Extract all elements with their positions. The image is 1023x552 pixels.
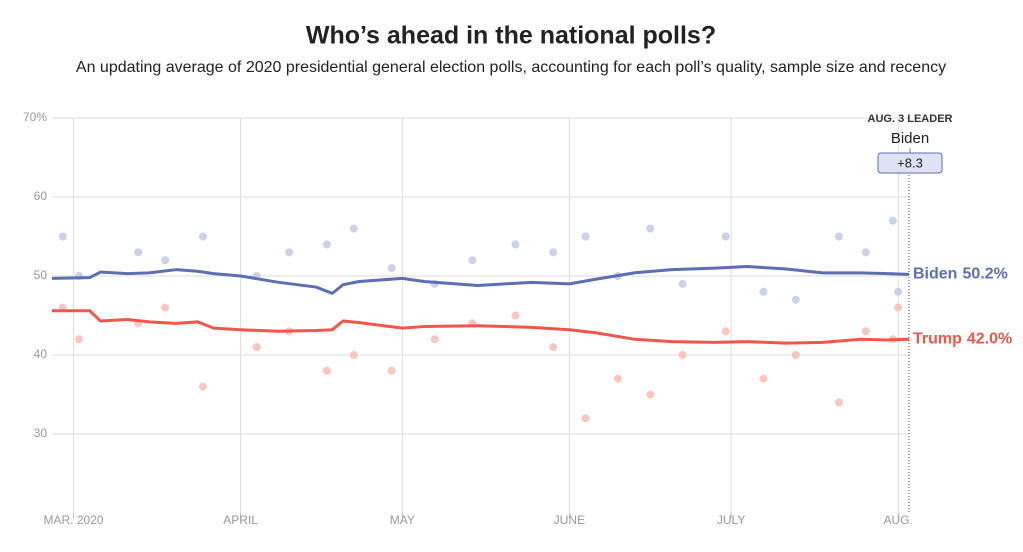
poll-dot bbox=[613, 374, 622, 383]
poll-dot bbox=[861, 248, 870, 257]
end-value-label: 42.0% bbox=[967, 330, 1012, 347]
poll-dot bbox=[349, 351, 358, 359]
poll-dot bbox=[161, 256, 170, 265]
poll-dot bbox=[198, 382, 207, 391]
poll-dot bbox=[581, 232, 590, 241]
poll-dot bbox=[678, 279, 687, 288]
poll-dot bbox=[791, 351, 800, 359]
poll-dot bbox=[646, 390, 655, 399]
poll-dot bbox=[721, 327, 730, 336]
x-tick-label: JUNE bbox=[554, 513, 585, 527]
y-tick-label: 40 bbox=[34, 347, 48, 361]
x-tick-label: APRIL bbox=[223, 513, 258, 527]
poll-dot bbox=[349, 224, 358, 233]
x-tick-label: AUG. bbox=[884, 513, 913, 527]
poll-dot bbox=[549, 248, 558, 257]
poll-dot bbox=[511, 240, 520, 249]
x-tick-label: MAY bbox=[390, 513, 415, 527]
y-tick-label: 70% bbox=[23, 110, 47, 124]
poll-dot bbox=[387, 264, 396, 273]
leader-margin: +8.3 bbox=[897, 155, 923, 170]
average-line bbox=[52, 309, 910, 345]
x-tick-label: JULY bbox=[717, 513, 745, 527]
poll-dot bbox=[511, 311, 520, 320]
poll-dot bbox=[161, 303, 170, 312]
poll-dot bbox=[322, 240, 331, 249]
poll-dot bbox=[721, 232, 730, 241]
y-tick-label: 60 bbox=[34, 189, 48, 203]
poll-dot bbox=[74, 335, 83, 344]
poll-dot bbox=[198, 232, 207, 241]
poll-dot bbox=[759, 374, 768, 383]
y-tick-label: 50 bbox=[34, 268, 48, 282]
poll-dot bbox=[861, 327, 870, 336]
leader-name: Biden bbox=[891, 130, 929, 147]
poll-dot bbox=[285, 248, 294, 257]
poll-dot bbox=[894, 287, 903, 296]
leader-box bbox=[877, 152, 943, 174]
poll-dot bbox=[252, 343, 261, 352]
poll-dot bbox=[387, 366, 396, 375]
poll-dot bbox=[430, 335, 439, 344]
end-name: Trump bbox=[913, 330, 962, 347]
poll-dot bbox=[759, 287, 768, 296]
poll-dot bbox=[646, 224, 655, 233]
poll-dot bbox=[549, 343, 558, 352]
end-value-label: 50.2% bbox=[962, 266, 1007, 283]
poll-dot bbox=[581, 414, 590, 423]
poll-dot bbox=[678, 351, 687, 359]
poll-dot bbox=[894, 303, 903, 312]
poll-dot bbox=[58, 232, 67, 241]
poll-dot bbox=[468, 256, 477, 265]
poll-dot bbox=[791, 295, 800, 304]
end-name: Biden bbox=[913, 266, 957, 283]
y-tick-label: 30 bbox=[34, 426, 48, 440]
poll-dot bbox=[888, 216, 897, 225]
poll-dot bbox=[322, 366, 331, 375]
average-line bbox=[51, 265, 910, 295]
poll-dot bbox=[834, 398, 843, 407]
chart-title: Who’s ahead in the national polls? bbox=[306, 22, 716, 50]
x-tick-label: MAR. 2020 bbox=[44, 513, 104, 527]
leader-label: AUG. 3 LEADER bbox=[868, 113, 953, 125]
poll-dot bbox=[834, 232, 843, 241]
poll-dot bbox=[134, 248, 143, 257]
chart-subtitle: An updating average of 2020 presidential… bbox=[76, 59, 946, 76]
